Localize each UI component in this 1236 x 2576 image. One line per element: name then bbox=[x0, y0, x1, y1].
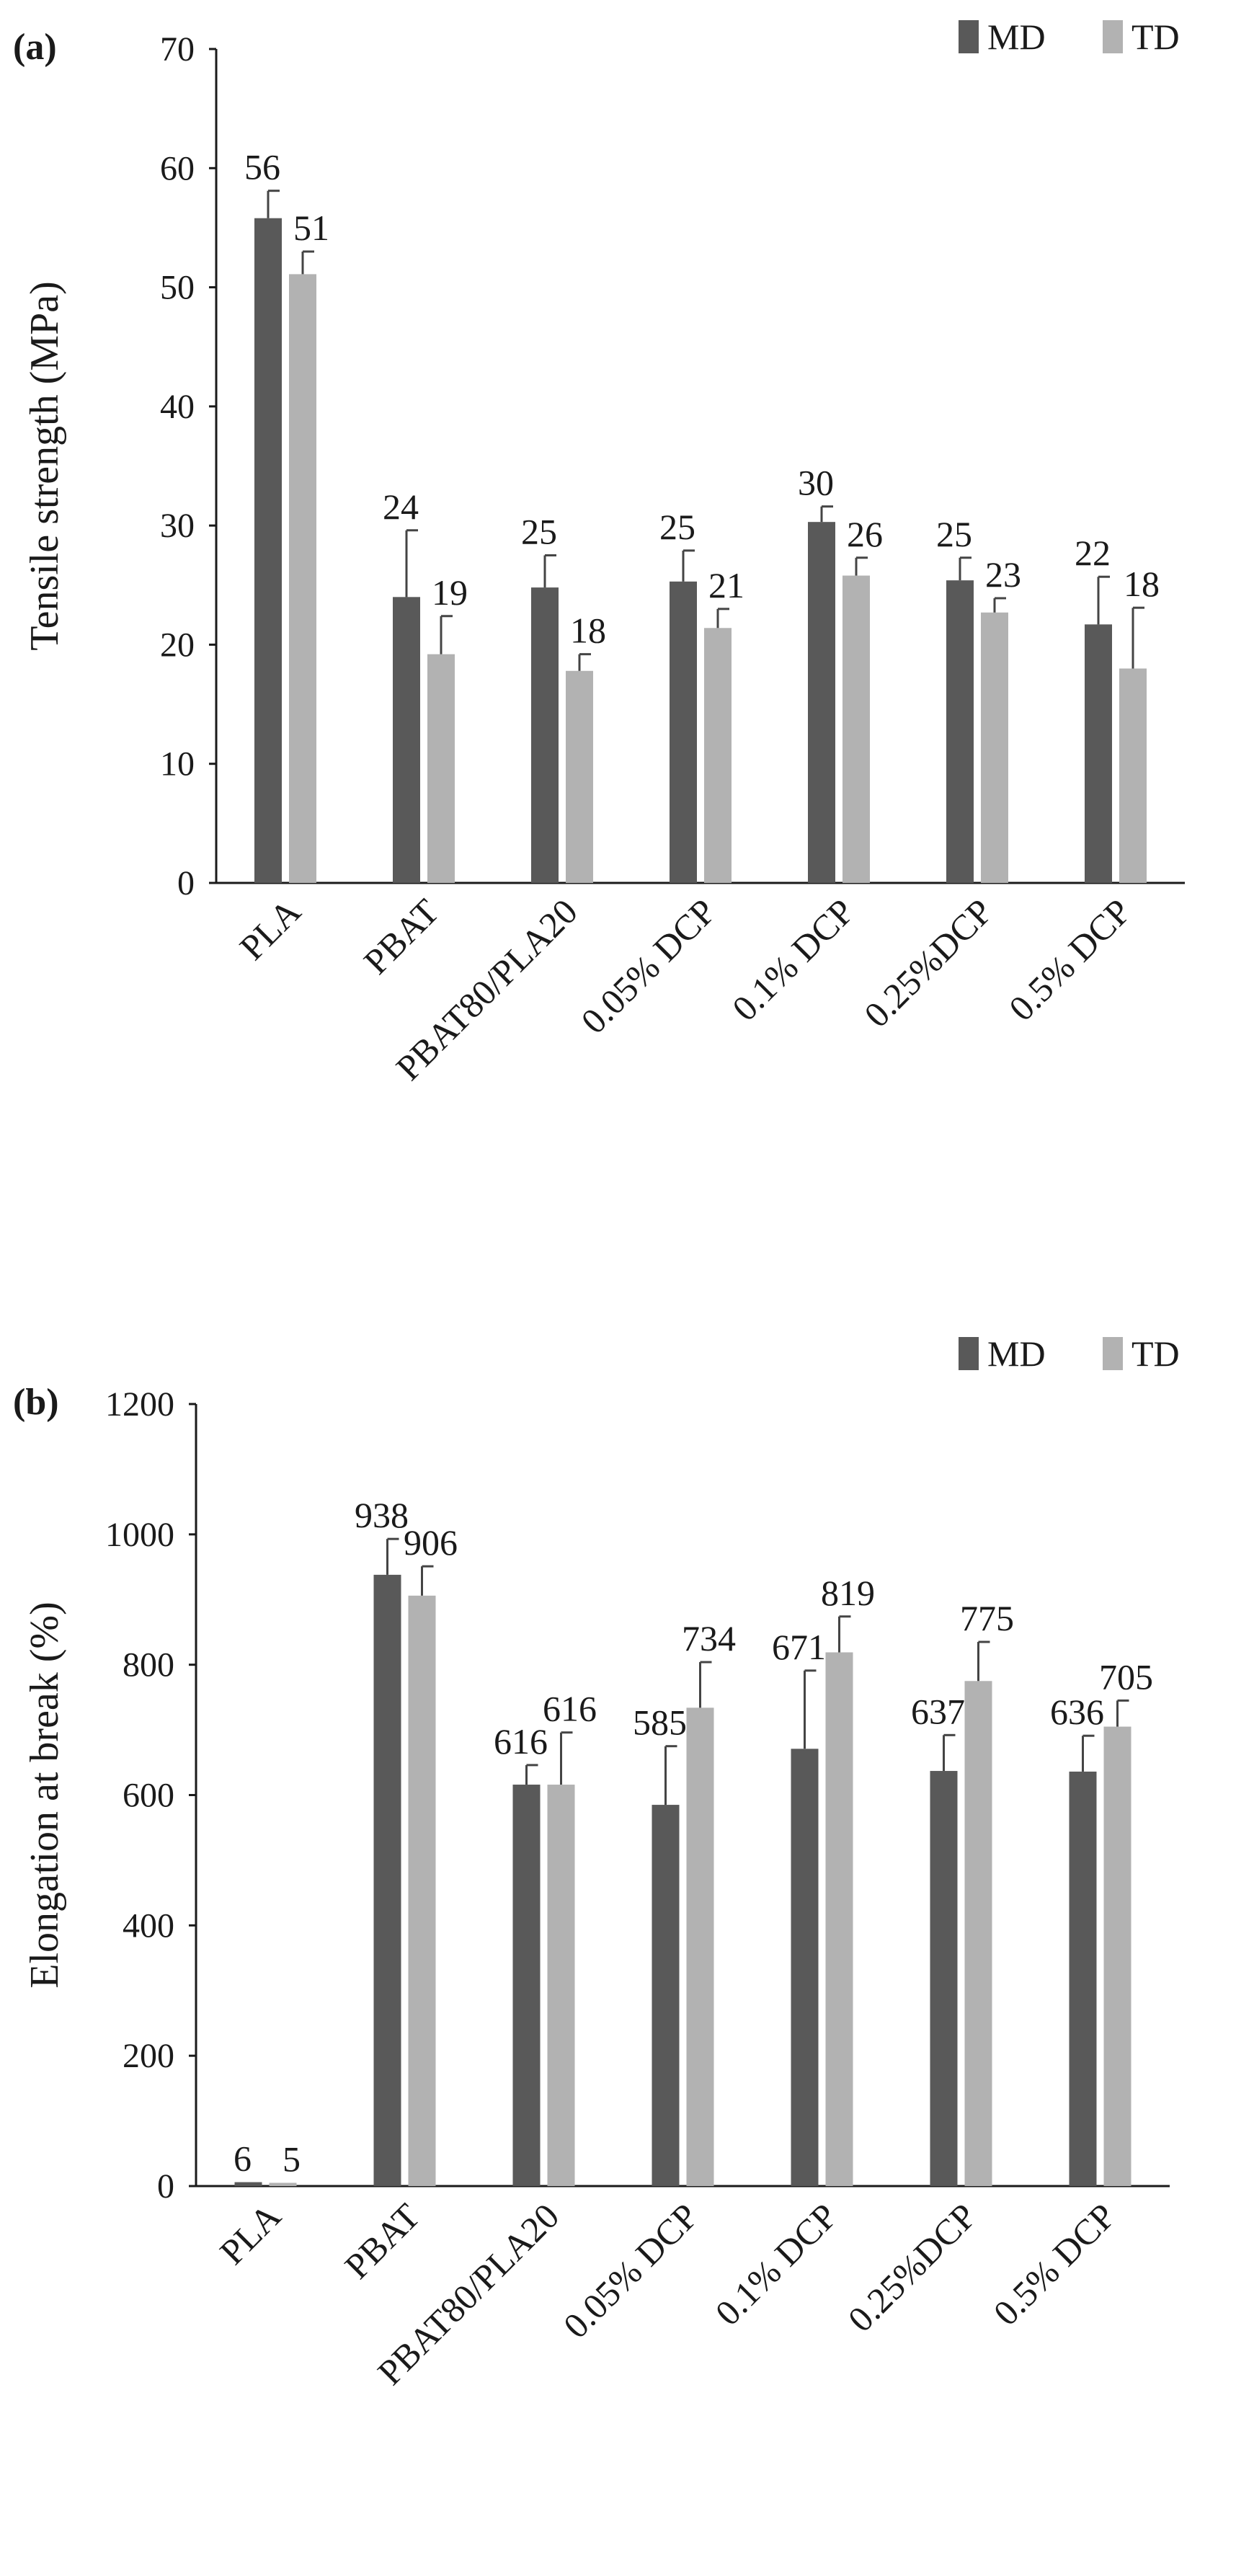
legend-label-md: MD bbox=[987, 1333, 1046, 1374]
bar-md bbox=[1069, 1771, 1097, 2186]
bar-td bbox=[547, 1785, 575, 2186]
legend-swatch-md bbox=[959, 1337, 979, 1370]
bar-td bbox=[427, 654, 455, 883]
bar-td bbox=[704, 628, 732, 883]
y-tick-label: 200 bbox=[123, 2037, 174, 2075]
x-tick-label: 0.1% DCP bbox=[707, 2195, 845, 2333]
bar-md bbox=[930, 1771, 958, 2186]
data-label-td: 18 bbox=[570, 610, 606, 651]
chart-panel-a: (a) 0 10 20 30 40 50 60 70 Tensile strength (MPa)… bbox=[13, 17, 1185, 1088]
y-tick-label: 800 bbox=[123, 1646, 174, 1684]
legend-label-td: TD bbox=[1131, 17, 1180, 57]
legend-swatch-md bbox=[959, 20, 979, 53]
x-tick-label: 0.05% DCP bbox=[573, 891, 724, 1041]
legend-swatch-td bbox=[1103, 1337, 1123, 1370]
data-label-md: 25 bbox=[936, 514, 972, 554]
data-label-td: 734 bbox=[682, 1618, 736, 1658]
data-label-td: 616 bbox=[543, 1689, 597, 1729]
y-tick-label: 30 bbox=[160, 507, 195, 545]
data-label-md: 671 bbox=[772, 1627, 826, 1667]
bar-td bbox=[289, 274, 316, 883]
bar-md bbox=[791, 1749, 819, 2186]
bar-md bbox=[393, 597, 420, 883]
data-label-td: 775 bbox=[960, 1598, 1014, 1638]
x-tick-label: PBAT bbox=[356, 891, 447, 982]
data-label-td: 21 bbox=[708, 565, 744, 605]
x-tick-label: 0.05% DCP bbox=[556, 2195, 706, 2346]
bar-td bbox=[408, 1595, 436, 2186]
chart-panel-b: (b) 0 200 400 600 800 1000 1200 Elongation at br… bbox=[13, 1333, 1180, 2393]
x-tick-label: 0.1% DCP bbox=[724, 891, 862, 1029]
data-label-md: 938 bbox=[355, 1495, 409, 1535]
data-label-td: 705 bbox=[1099, 1656, 1153, 1697]
bar-md bbox=[512, 1785, 541, 2186]
legend-label-td: TD bbox=[1131, 1333, 1180, 1374]
bar-td bbox=[842, 575, 870, 883]
data-label-td: 19 bbox=[432, 572, 468, 613]
data-label-td: 819 bbox=[821, 1573, 875, 1613]
bar-md bbox=[946, 580, 974, 883]
x-tick-label: 0.5% DCP bbox=[1001, 891, 1139, 1029]
y-tick-label: 50 bbox=[160, 269, 195, 307]
data-label-td: 5 bbox=[283, 2138, 301, 2179]
data-label-md: 22 bbox=[1075, 533, 1111, 573]
y-tick-label: 0 bbox=[157, 2167, 174, 2206]
y-tick-label: 10 bbox=[160, 745, 195, 783]
bar-md bbox=[808, 522, 835, 883]
data-label-td: 18 bbox=[1124, 564, 1160, 604]
data-label-md: 6 bbox=[234, 2138, 252, 2179]
bar-td bbox=[269, 2182, 297, 2186]
y-tick-label: 400 bbox=[123, 1906, 174, 1945]
y-tick-label: 600 bbox=[123, 1777, 174, 1815]
bar-md bbox=[1085, 624, 1112, 883]
bar-td bbox=[566, 670, 593, 883]
x-tick-label: PBAT bbox=[337, 2195, 427, 2286]
x-tick-label: PLA bbox=[212, 2195, 288, 2272]
panel-label: (b) bbox=[13, 1382, 59, 1423]
bar-md bbox=[254, 218, 282, 884]
y-axis-title: Elongation at break (%) bbox=[22, 1602, 67, 1988]
data-label-md: 24 bbox=[383, 487, 419, 527]
data-label-md: 616 bbox=[494, 1721, 548, 1762]
x-tick-label: 0.25%DCP bbox=[840, 2195, 984, 2340]
y-axis-title: Tensile strength (MPa) bbox=[22, 281, 67, 650]
bar-td bbox=[964, 1681, 992, 2186]
bar-md bbox=[373, 1574, 401, 2186]
data-label-md: 25 bbox=[659, 507, 695, 547]
data-label-md: 25 bbox=[521, 511, 557, 551]
data-label-td: 26 bbox=[847, 514, 883, 554]
data-label-td: 906 bbox=[404, 1522, 458, 1563]
y-tick-label: 60 bbox=[160, 149, 195, 187]
bar-md bbox=[531, 587, 559, 883]
data-label-md: 636 bbox=[1050, 1692, 1104, 1732]
y-tick-label: 0 bbox=[177, 864, 195, 902]
data-label-td: 51 bbox=[293, 208, 329, 248]
data-label-md: 56 bbox=[244, 147, 280, 187]
bar-td bbox=[981, 612, 1008, 883]
y-tick-label: 70 bbox=[160, 30, 195, 68]
bar-md bbox=[652, 1805, 680, 2186]
data-label-td: 23 bbox=[985, 554, 1021, 595]
y-tick-label: 20 bbox=[160, 626, 195, 664]
data-label-md: 585 bbox=[633, 1702, 687, 1743]
x-tick-label: PLA bbox=[231, 891, 308, 967]
bar-td bbox=[686, 1707, 714, 2186]
y-tick-label: 1000 bbox=[105, 1516, 174, 1554]
data-label-md: 30 bbox=[798, 463, 834, 503]
legend-swatch-td bbox=[1103, 20, 1123, 53]
bar-td bbox=[825, 1652, 853, 2186]
bar-td bbox=[1119, 668, 1147, 883]
bar-md bbox=[234, 2182, 262, 2186]
bar-md bbox=[670, 581, 697, 883]
panel-label: (a) bbox=[13, 27, 57, 68]
x-tick-label: 0.25%DCP bbox=[856, 891, 1000, 1035]
data-label-md: 637 bbox=[911, 1691, 965, 1731]
y-tick-label: 1200 bbox=[105, 1385, 174, 1424]
bar-td bbox=[1103, 1726, 1131, 2186]
x-tick-label: 0.5% DCP bbox=[985, 2195, 1123, 2333]
legend-label-md: MD bbox=[987, 17, 1046, 57]
y-tick-label: 40 bbox=[160, 388, 195, 426]
